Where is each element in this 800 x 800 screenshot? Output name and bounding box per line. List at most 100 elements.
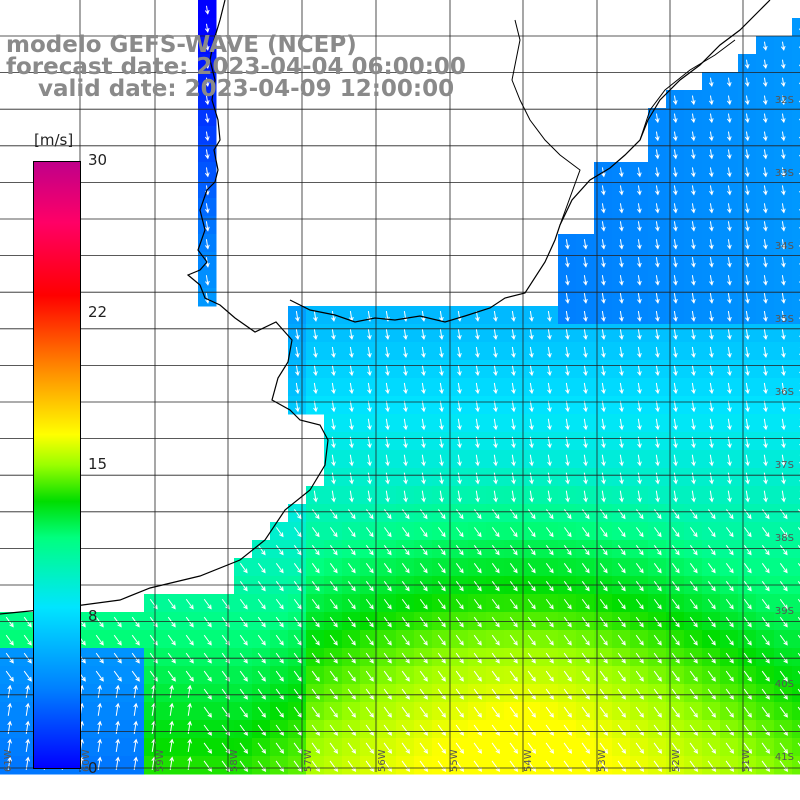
wind-arrow xyxy=(761,527,770,538)
wind-arrow xyxy=(473,563,482,574)
wind-arrow xyxy=(545,634,554,646)
wind-arrow xyxy=(437,527,446,538)
wind-arrow xyxy=(455,527,464,538)
wind-arrow xyxy=(475,490,480,503)
wind-arrow xyxy=(709,472,714,485)
wind-arrow xyxy=(473,706,482,718)
wind-arrow xyxy=(5,670,14,682)
wind-arrow xyxy=(347,706,356,718)
wind-cell xyxy=(792,162,800,181)
wind-arrow xyxy=(203,742,213,754)
wind-arrow xyxy=(529,418,534,431)
wind-arrow xyxy=(419,724,428,736)
wind-cell xyxy=(792,738,800,757)
wind-arrow xyxy=(691,364,696,377)
wind-arrow xyxy=(367,400,372,413)
wind-arrow xyxy=(709,311,714,322)
wind-arrow xyxy=(617,688,626,700)
wind-arrow xyxy=(455,563,464,574)
wind-arrow xyxy=(671,724,680,736)
wind-arrow xyxy=(763,418,768,431)
wind-arrow xyxy=(655,185,660,196)
wind-arrow xyxy=(709,328,714,340)
wind-arrow xyxy=(727,364,732,377)
valid-date: valid date: 2023-04-09 12:00:00 xyxy=(6,76,455,102)
wind-arrow xyxy=(293,545,302,556)
wind-arrow xyxy=(457,472,462,485)
wind-arrow xyxy=(349,472,354,485)
wind-arrow xyxy=(421,346,426,359)
wind-arrow xyxy=(797,652,800,657)
wind-arrow xyxy=(709,364,714,377)
wind-arrow xyxy=(547,364,552,377)
wind-arrow xyxy=(455,706,464,718)
wind-arrow xyxy=(691,257,696,268)
wind-arrow xyxy=(491,634,500,646)
wind-cell xyxy=(792,288,800,307)
wind-arrow xyxy=(475,346,480,359)
wind-arrow xyxy=(347,760,357,772)
wind-arrow xyxy=(653,760,663,772)
wind-arrow xyxy=(509,670,518,682)
wind-arrow xyxy=(455,724,464,736)
wind-arrow xyxy=(329,670,338,682)
wind-arrow xyxy=(204,59,210,69)
wind-arrow xyxy=(97,720,102,734)
wind-arrow xyxy=(581,742,591,754)
wind-cell xyxy=(792,180,800,199)
wind-cell xyxy=(792,306,800,325)
wind-arrow xyxy=(475,382,480,395)
colorbar-tick-15: 15 xyxy=(88,455,108,473)
wind-arrow xyxy=(493,454,498,467)
wind-arrow xyxy=(7,720,12,734)
wind-arrow xyxy=(113,670,122,682)
wind-arrow xyxy=(257,724,266,736)
wind-arrow xyxy=(781,400,786,413)
wind-arrow xyxy=(673,167,678,178)
wind-arrow xyxy=(601,472,606,485)
wind-arrow xyxy=(565,490,570,503)
wind-arrow xyxy=(385,472,390,485)
wind-arrow xyxy=(707,598,716,610)
wind-arrow xyxy=(509,563,518,574)
wind-arrow xyxy=(689,688,698,700)
wind-arrow xyxy=(617,724,626,736)
wind-arrow xyxy=(763,311,768,322)
wind-arrow xyxy=(367,382,372,395)
wind-arrow xyxy=(689,760,699,772)
wind-arrow xyxy=(599,580,608,592)
wind-arrow xyxy=(275,688,284,700)
wind-arrow xyxy=(295,364,300,377)
wind-arrow xyxy=(311,598,320,610)
wind-arrow xyxy=(653,563,662,574)
wind-arrow xyxy=(654,113,660,124)
wind-arrow xyxy=(331,328,336,340)
wind-arrow xyxy=(473,527,482,538)
wind-arrow xyxy=(95,670,104,682)
wind-arrow xyxy=(421,418,426,431)
wind-arrow xyxy=(509,527,518,538)
wind-arrow xyxy=(293,509,302,520)
wind-arrow xyxy=(583,454,588,467)
wind-arrow xyxy=(707,760,717,772)
wind-arrow xyxy=(691,472,696,485)
wind-arrow xyxy=(635,563,644,574)
latitude-label: 33S xyxy=(774,168,794,179)
wind-arrow xyxy=(367,364,372,377)
wind-arrow xyxy=(743,760,753,772)
wind-arrow xyxy=(347,670,356,682)
wind-arrow xyxy=(545,509,554,520)
wind-arrow xyxy=(7,738,12,753)
wind-arrow xyxy=(257,580,266,592)
wind-arrow xyxy=(673,382,678,395)
wind-arrow xyxy=(383,706,392,718)
wind-arrow xyxy=(329,509,338,520)
wind-arrow xyxy=(133,738,138,753)
wind-arrow xyxy=(779,634,788,646)
wind-arrow xyxy=(547,454,552,467)
wind-arrow xyxy=(671,706,680,718)
wind-arrow xyxy=(601,346,606,359)
wind-cell xyxy=(792,216,800,235)
wind-arrow xyxy=(511,490,516,503)
wind-arrow xyxy=(455,688,464,700)
